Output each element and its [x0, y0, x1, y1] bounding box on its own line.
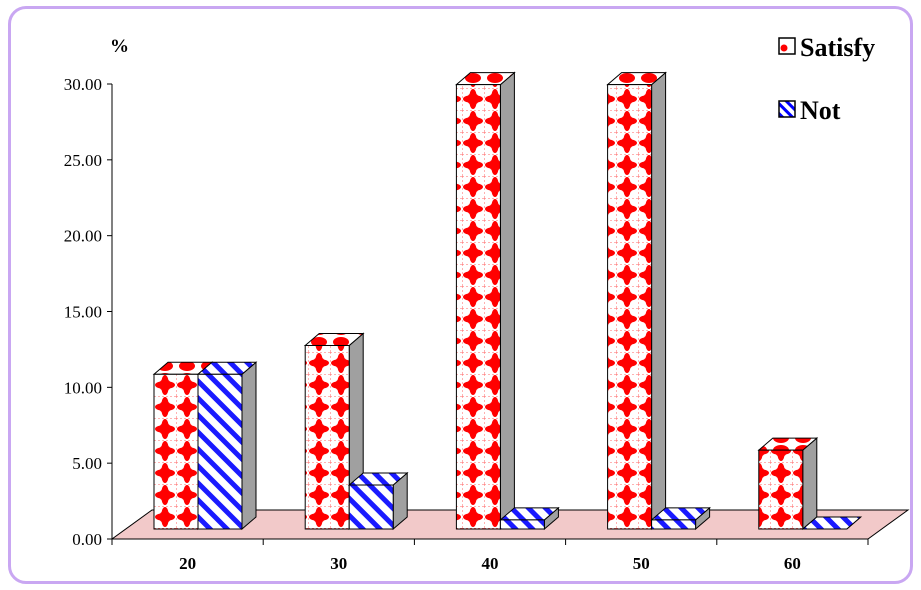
bar-not-40: [499, 506, 560, 531]
x-tick-label: 60: [784, 554, 801, 573]
bar-side: [651, 71, 667, 531]
y-tick-label: 30.00: [64, 75, 102, 94]
bar-not-30: [347, 471, 409, 531]
bars: [152, 71, 863, 531]
legend: Satisfy Not: [778, 33, 875, 125]
legend-label-satisfy: Satisfy: [800, 33, 875, 62]
y-unit-label: %: [110, 36, 129, 57]
y-tick-label: 0.00: [72, 530, 102, 549]
legend-item-not: Not: [778, 96, 841, 125]
bar-satisfy-50: [606, 71, 667, 531]
y-ticks: 0.00 5.00 10.00 15.00 20.00 25.00 30.00: [64, 75, 112, 549]
bar-top: [801, 516, 863, 530]
y-tick-label: 5.00: [72, 454, 102, 473]
bar-not-20: [196, 361, 258, 531]
bar-front: [651, 519, 697, 530]
bar-front: [607, 84, 653, 530]
bar-front: [348, 484, 394, 530]
y-tick-label: 10.00: [64, 378, 102, 397]
x-tick-label: 40: [482, 554, 499, 573]
bar-side: [241, 361, 257, 531]
bar-satisfy-40: [455, 71, 516, 531]
bar-front: [153, 373, 199, 530]
legend-label-not: Not: [800, 96, 841, 125]
bar-side: [499, 71, 515, 531]
bar-side: [802, 437, 818, 531]
bar-front: [758, 449, 804, 530]
bar-front: [499, 519, 545, 530]
bar-satisfy-30: [303, 332, 365, 531]
x-tick-label: 20: [179, 554, 196, 573]
legend-swatch-satisfy: [778, 37, 796, 55]
y-tick-label: 15.00: [64, 303, 102, 322]
bar-front: [197, 373, 243, 530]
legend-swatch-not: [778, 100, 796, 118]
bar-front: [455, 84, 501, 530]
bar-front: [304, 344, 350, 530]
bar-not-50: [650, 506, 711, 531]
y-tick-label: 20.00: [64, 227, 102, 246]
x-ticks: 20 30 40 50 60: [111, 539, 869, 573]
legend-item-satisfy: Satisfy: [778, 33, 875, 62]
y-tick-label: 25.00: [64, 151, 102, 170]
bar-satisfy-60: [757, 437, 819, 531]
bar-not-60: [801, 516, 863, 530]
x-tick-label: 30: [330, 554, 347, 573]
x-tick-label: 50: [633, 554, 650, 573]
